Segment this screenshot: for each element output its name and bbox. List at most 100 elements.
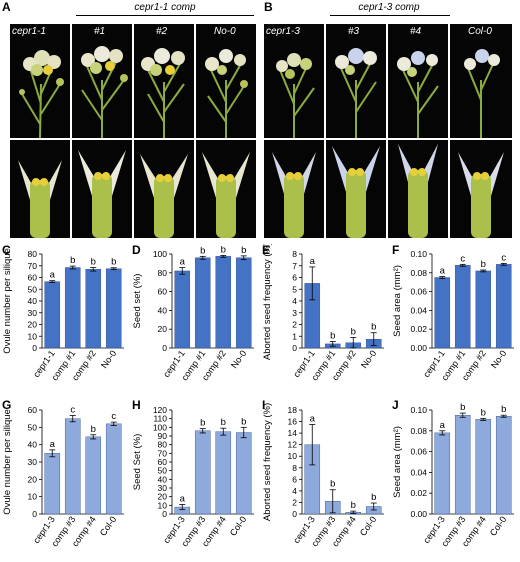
- category-label: No-0: [489, 348, 508, 370]
- chart-i: Aborted seed frequency (%) 0 2 4 6 8 10 12 14 16 1…: [260, 400, 390, 560]
- photo-inflorescence-comp-1: #1: [72, 24, 132, 138]
- photo-label-comp-3: #3: [348, 26, 360, 37]
- significance-label: a: [180, 493, 186, 504]
- y-tick-label: 10: [158, 500, 168, 510]
- bar: [44, 453, 61, 515]
- chart-f: Seed area (mm²) 0.00 0.02 0.04 0.06 0.08 0.10 a…: [390, 244, 520, 394]
- category-label: Col-0: [358, 514, 379, 537]
- photo-label-no-0: No-0: [214, 26, 236, 37]
- chart-svg: Ovule number per silique 0102030405060708…: [2, 248, 124, 382]
- bar: [85, 269, 102, 349]
- y-tick-label: 16: [288, 417, 298, 427]
- photo-inflorescence-cepr1-3: cepr1-3: [264, 24, 324, 138]
- y-tick-label: 0.08: [410, 268, 427, 278]
- chart-svg: Seed Set (%) 0102030405060708090100110120…: [132, 405, 254, 548]
- bar: [454, 265, 471, 349]
- y-tick-label: 12: [288, 440, 298, 450]
- significance-label: a: [440, 420, 446, 431]
- significance-label: b: [330, 331, 335, 342]
- bar: [194, 257, 211, 349]
- bar: [44, 281, 61, 349]
- y-tick-label: 70: [28, 261, 38, 271]
- y-tick-label: 80: [28, 249, 38, 259]
- y-tick-label: 100: [153, 422, 167, 432]
- category-label: Col-0: [488, 514, 509, 537]
- significance-label: a: [180, 257, 186, 268]
- y-axis-label: Seed area (mm²): [392, 426, 403, 498]
- y-tick-label: 20: [158, 324, 168, 334]
- y-tick-label: 40: [158, 474, 168, 484]
- y-tick-label: 0.06: [410, 447, 427, 457]
- y-tick-label: 20: [28, 320, 38, 330]
- y-tick-label: 14: [288, 428, 298, 438]
- category-label: Col-0: [228, 514, 249, 537]
- y-tick-label: 0.02: [410, 488, 427, 498]
- significance-label: b: [351, 326, 356, 337]
- y-axis-label: Ovule number per silique: [2, 248, 13, 354]
- y-tick-label: 1: [292, 331, 297, 341]
- bar: [105, 268, 122, 349]
- group-line-b: [330, 15, 450, 16]
- photo-flower-cepr1-3: [264, 140, 324, 238]
- bar: [194, 430, 211, 515]
- significance-label: b: [241, 416, 246, 427]
- panel-letter-j: J: [392, 398, 399, 412]
- y-tick-label: 40: [28, 440, 38, 450]
- significance-label: b: [371, 492, 376, 503]
- photo-label-comp-4: #4: [410, 26, 422, 37]
- y-tick-label: 6: [292, 273, 297, 283]
- photo-flower-no-0: [196, 140, 256, 238]
- y-tick-label: 60: [28, 273, 38, 283]
- photo-flower-comp-4: [388, 140, 448, 238]
- bar: [495, 416, 512, 515]
- bar: [215, 431, 232, 515]
- category-label: No-0: [359, 348, 378, 370]
- y-tick-label: 50: [28, 422, 38, 432]
- y-tick-label: 60: [28, 405, 38, 415]
- bar: [235, 257, 252, 349]
- chart-c: Ovule number per silique 0 10 20 30 40 50 60 70 8…: [0, 244, 130, 394]
- y-tick-label: 0.00: [410, 343, 427, 353]
- bar: [434, 277, 451, 349]
- y-tick-label: 0: [162, 509, 167, 519]
- y-tick-label: 0.02: [410, 324, 427, 334]
- bar: [454, 414, 471, 515]
- photo-label-comp-1: #1: [94, 26, 106, 37]
- y-tick-label: 0: [32, 343, 37, 353]
- chart-e: Aborted seed frequency (%) 0 1 2 3 4 5 6 7 8 a cepr…: [260, 244, 390, 394]
- y-tick-label: 40: [158, 305, 168, 315]
- y-tick-label: 2: [292, 320, 297, 330]
- photo-label-cepr1-1: cepr1-1: [12, 26, 46, 37]
- y-tick-label: 4: [292, 296, 297, 306]
- y-tick-label: 30: [28, 308, 38, 318]
- significance-label: b: [221, 417, 226, 428]
- bar: [495, 264, 512, 349]
- panel-letter-c: C: [2, 243, 11, 257]
- group-title-b: cepr1-3 comp: [358, 2, 420, 13]
- category-label: Col-0: [98, 514, 119, 537]
- y-tick-label: 60: [158, 457, 168, 467]
- significance-label: b: [481, 259, 486, 270]
- y-tick-label: 80: [158, 268, 168, 278]
- bar: [434, 432, 451, 515]
- bar: [64, 267, 81, 349]
- significance-label: b: [221, 244, 226, 255]
- significance-label: c: [501, 252, 506, 263]
- significance-label: b: [501, 404, 506, 415]
- y-tick-label: 110: [153, 414, 167, 424]
- y-tick-label: 50: [28, 284, 38, 294]
- significance-label: c: [70, 405, 75, 416]
- panel-letter-f: F: [392, 243, 400, 257]
- y-axis-label: Seed Set (%): [132, 434, 143, 491]
- bar: [85, 436, 102, 515]
- significance-label: c: [460, 253, 465, 264]
- y-tick-label: 60: [158, 287, 168, 297]
- photo-flower-comp-1: [72, 140, 132, 238]
- bar: [105, 423, 122, 515]
- photo-inflorescence-no-0: No-0: [196, 24, 256, 138]
- y-axis-label: Seed set (%): [132, 274, 143, 329]
- chart-svg: Seed area (mm²) 0.00 0.02 0.04 0.06 0.08 0.10 a…: [392, 402, 514, 548]
- y-tick-label: 6: [292, 474, 297, 484]
- significance-label: a: [440, 266, 446, 277]
